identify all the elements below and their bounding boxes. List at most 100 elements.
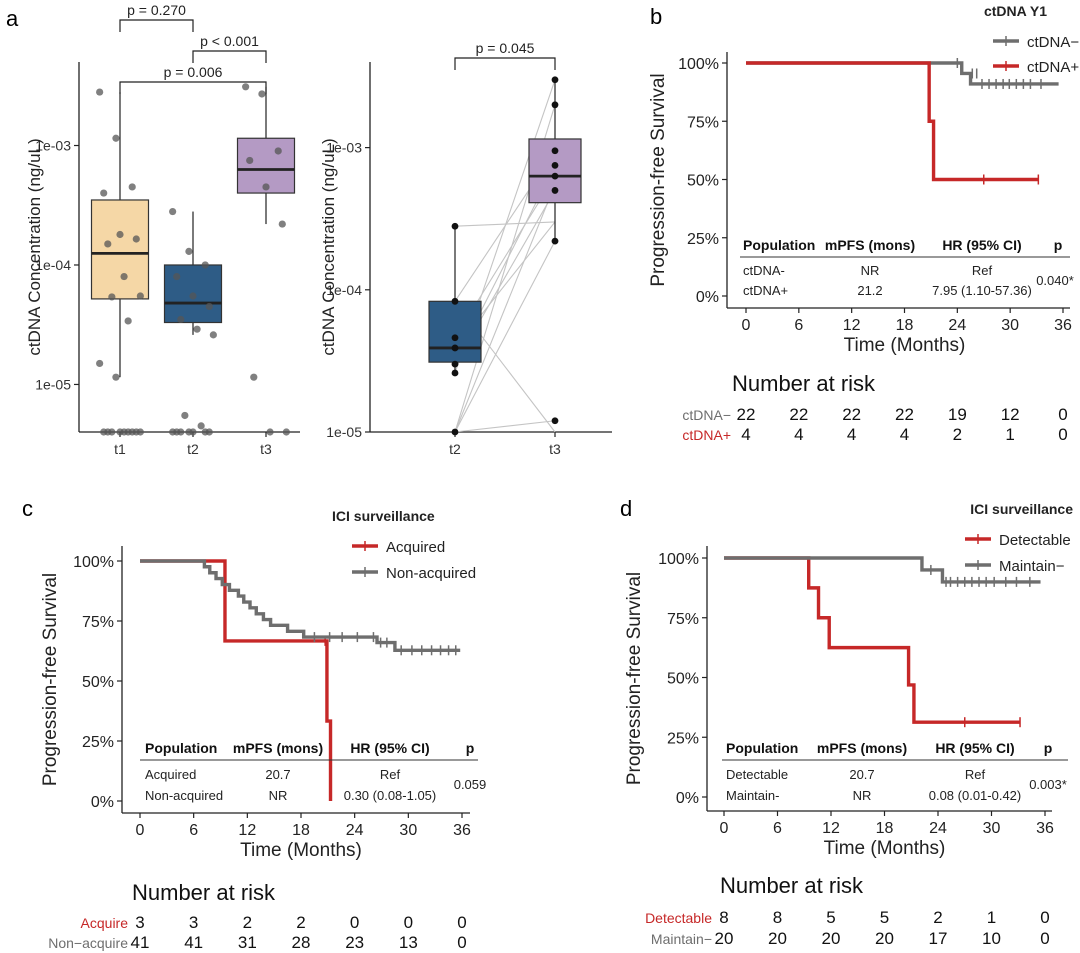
data-point	[209, 331, 217, 339]
data-point	[551, 237, 559, 245]
data-point	[189, 428, 197, 436]
y-tick-label: 1e-03	[35, 138, 71, 154]
p-value-label: p < 0.001	[200, 33, 259, 49]
data-point	[177, 428, 185, 436]
data-point	[112, 134, 120, 142]
y-tick-label: 50%	[667, 671, 699, 688]
x-tick-label: t2	[187, 441, 199, 457]
table-p-value: 0.003*	[1029, 777, 1067, 792]
survival-curve-0	[140, 559, 333, 801]
table-cell: Non-acquired	[145, 788, 223, 803]
data-point	[104, 240, 112, 248]
x-tick-label: 30	[399, 822, 417, 839]
table-cell: 20.7	[265, 767, 290, 782]
y-tick-label: 50%	[687, 173, 719, 190]
table-cell: Ref	[380, 767, 401, 782]
risk-table-title: Number at risk	[132, 880, 276, 905]
data-point	[136, 428, 144, 436]
table-cell: Detectable	[726, 767, 788, 782]
y-tick-label: 0%	[696, 289, 719, 306]
x-tick-label: 36	[453, 822, 471, 839]
y-tick-label: 50%	[82, 674, 114, 691]
x-tick-label: 0	[742, 317, 751, 334]
data-point	[181, 411, 189, 420]
x-tick-label: 24	[346, 822, 364, 839]
risk-row-label: Detectable	[645, 910, 712, 926]
risk-count: 10	[982, 929, 1001, 948]
data-point	[96, 359, 104, 368]
risk-count: 3	[189, 913, 198, 932]
table-cell: NR	[861, 263, 880, 278]
data-point	[262, 183, 270, 191]
data-point	[185, 247, 193, 255]
data-point	[100, 189, 108, 197]
x-tick-label: 6	[773, 820, 782, 837]
risk-count: 0	[1058, 405, 1067, 424]
y-tick-label: 0%	[676, 790, 699, 807]
risk-count: 8	[773, 908, 782, 927]
risk-count: 0	[350, 913, 359, 932]
table-header: mPFS (mons)	[817, 740, 907, 756]
x-tick-label: 6	[794, 317, 803, 334]
table-cell: Ref	[972, 263, 993, 278]
risk-count: 8	[719, 908, 728, 927]
data-point	[551, 76, 559, 84]
x-tick-label: 0	[720, 820, 729, 837]
survival-curve-0	[724, 556, 1021, 724]
y-axis-label: ctDNA Concentration (ng/uL)	[319, 138, 338, 355]
data-point	[112, 373, 120, 381]
paired-line	[454, 240, 556, 433]
risk-count: 41	[131, 933, 150, 952]
table-header: mPFS (mons)	[825, 237, 915, 253]
legend-label: Detectable	[999, 532, 1071, 549]
panel-letter-b: b	[650, 4, 662, 29]
y-tick-label: 25%	[82, 734, 114, 751]
survival-curve-1	[724, 556, 1041, 584]
data-point	[551, 187, 559, 194]
table-cell: NR	[853, 788, 872, 803]
data-point	[451, 334, 459, 342]
y-tick-label: 1e-04	[35, 257, 71, 273]
legend-label: ctDNA−	[1027, 34, 1079, 51]
table-header: mPFS (mons)	[233, 740, 323, 756]
survival-curve-1	[746, 61, 1039, 182]
y-tick-label: 100%	[73, 554, 114, 571]
paired-line	[454, 184, 556, 433]
y-axis-label: ctDNA Concentration (ng/uL)	[25, 138, 44, 355]
legend-label: Acquired	[386, 539, 445, 556]
y-tick-label: 1e-03	[326, 140, 362, 156]
significance-bracket	[454, 57, 556, 70]
data-point	[169, 207, 177, 216]
p-value-label: p = 0.045	[476, 40, 535, 56]
x-axis-label: Time (Months)	[824, 838, 946, 859]
panel-letter-c: c	[22, 496, 33, 521]
risk-count: 2	[243, 913, 252, 932]
x-tick-label: 24	[948, 317, 966, 334]
x-tick-label: 18	[896, 317, 914, 334]
data-point	[177, 315, 185, 324]
data-point	[136, 292, 144, 300]
x-tick-label: t2	[449, 441, 461, 457]
risk-count: 0	[404, 913, 413, 932]
x-tick-label: 36	[1054, 317, 1072, 334]
y-tick-label: 100%	[678, 56, 719, 73]
table-cell: 7.95 (1.10-57.36)	[932, 283, 1032, 298]
table-header: HR (95% CI)	[935, 740, 1014, 756]
y-tick-label: 0%	[91, 794, 114, 811]
risk-count: 20	[875, 929, 894, 948]
legend-label: Maintain−	[999, 558, 1065, 575]
table-cell: NR	[269, 788, 288, 803]
significance-bracket	[119, 19, 194, 32]
x-tick-label: 18	[292, 822, 310, 839]
x-tick-label: 30	[1001, 317, 1019, 334]
data-point	[201, 261, 209, 269]
data-point	[551, 101, 559, 109]
table-cell: Ref	[965, 767, 986, 782]
data-point	[451, 344, 459, 352]
risk-count: 0	[457, 913, 466, 932]
risk-table-title: Number at risk	[732, 371, 876, 396]
x-tick-label: 36	[1036, 820, 1054, 837]
